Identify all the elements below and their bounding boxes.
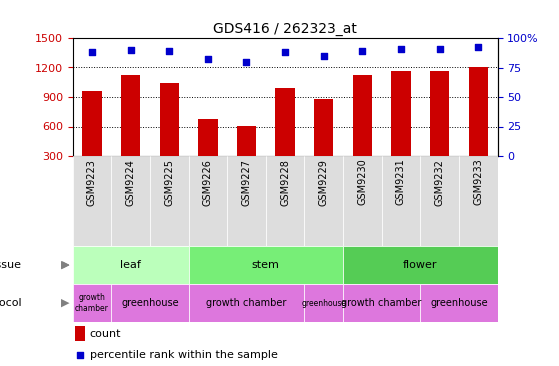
Point	[165, 48, 174, 54]
Text: greenhouse: greenhouse	[430, 298, 487, 308]
Bar	[111, 284, 188, 322]
Bar	[188, 246, 343, 284]
Bar	[391, 71, 411, 156]
Bar	[468, 67, 488, 156]
Bar	[73, 246, 188, 284]
Bar	[227, 156, 266, 246]
Bar	[430, 71, 449, 156]
Bar	[276, 88, 295, 156]
Bar	[314, 99, 333, 156]
Text: count: count	[89, 329, 121, 339]
Bar	[266, 156, 305, 246]
Bar	[188, 284, 305, 322]
Text: GSM9231: GSM9231	[396, 159, 406, 205]
Text: GSM9227: GSM9227	[241, 159, 252, 206]
Text: leaf: leaf	[120, 260, 141, 270]
Bar	[420, 156, 459, 246]
Bar	[305, 156, 343, 246]
Text: growth chamber: growth chamber	[342, 298, 422, 308]
Bar	[353, 75, 372, 156]
Text: greenhouse: greenhouse	[301, 299, 346, 307]
Point	[242, 59, 251, 64]
Bar	[343, 246, 498, 284]
Point	[358, 48, 367, 54]
Bar	[237, 126, 256, 156]
Text: ▶: ▶	[61, 298, 70, 308]
Bar	[343, 156, 382, 246]
Text: GSM9223: GSM9223	[87, 159, 97, 206]
Text: greenhouse: greenhouse	[121, 298, 179, 308]
Bar	[198, 119, 217, 156]
Text: growth protocol: growth protocol	[0, 298, 22, 308]
Text: GSM9233: GSM9233	[473, 159, 483, 205]
Text: stem: stem	[252, 260, 280, 270]
Point	[126, 47, 135, 53]
Point	[435, 46, 444, 52]
Bar	[420, 284, 498, 322]
Text: GSM9224: GSM9224	[126, 159, 136, 206]
Bar	[73, 284, 111, 322]
Bar	[459, 156, 498, 246]
Bar	[188, 156, 227, 246]
Point	[473, 45, 482, 51]
Text: GSM9225: GSM9225	[164, 159, 174, 206]
Text: ▶: ▶	[61, 260, 70, 270]
Text: GSM9228: GSM9228	[280, 159, 290, 206]
Text: GSM9230: GSM9230	[357, 159, 367, 205]
Point	[203, 56, 212, 62]
Text: GSM9229: GSM9229	[319, 159, 329, 206]
Point	[319, 53, 328, 59]
Bar	[343, 284, 420, 322]
Bar	[121, 75, 140, 156]
Point	[75, 352, 84, 358]
Bar	[150, 156, 188, 246]
Title: GDS416 / 262323_at: GDS416 / 262323_at	[213, 22, 357, 36]
Bar	[159, 83, 179, 156]
Text: growth
chamber: growth chamber	[75, 293, 109, 313]
Text: percentile rank within the sample: percentile rank within the sample	[89, 350, 277, 360]
Bar	[82, 91, 102, 156]
Text: tissue: tissue	[0, 260, 22, 270]
Text: GSM9226: GSM9226	[203, 159, 213, 206]
Text: growth chamber: growth chamber	[206, 298, 287, 308]
Bar	[73, 156, 111, 246]
Text: GSM9232: GSM9232	[434, 159, 444, 206]
Text: flower: flower	[403, 260, 438, 270]
Bar	[305, 284, 343, 322]
Point	[88, 49, 97, 55]
Point	[396, 46, 405, 52]
Bar	[382, 156, 420, 246]
Point	[281, 49, 290, 55]
Bar	[75, 326, 86, 341]
Bar	[111, 156, 150, 246]
